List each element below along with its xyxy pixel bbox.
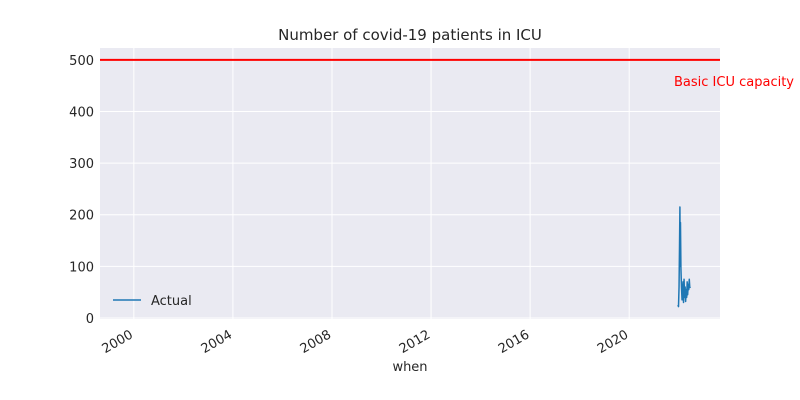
y-tick-label: 500 — [69, 54, 94, 69]
x-tick-label: 2008 — [298, 327, 334, 357]
series-line-0 — [677, 206, 691, 308]
chart-title: Number of covid-19 patients in ICU — [278, 26, 542, 44]
plot-area — [100, 48, 720, 319]
y-tick-label: 0 — [86, 312, 94, 327]
series-layer — [677, 206, 691, 308]
y-tick-label: 100 — [69, 260, 94, 275]
x-axis-label: when — [392, 360, 427, 375]
threshold-layer: Basic ICU capacity — [100, 58, 794, 90]
x-tick-label: 2020 — [595, 327, 631, 357]
x-tick-label: 2012 — [397, 327, 433, 357]
x-tick-label: 2000 — [100, 327, 136, 357]
x-tick-label: 2004 — [199, 327, 235, 357]
legend-label: Actual — [151, 294, 192, 309]
threshold-label: Basic ICU capacity — [674, 75, 794, 90]
y-tick-label: 300 — [69, 157, 94, 172]
x-gridlines — [133, 48, 630, 319]
y-tick-labels: 0 100 200 300 400 500 — [69, 54, 94, 327]
y-tick-label: 400 — [69, 105, 94, 120]
x-tick-label: 2016 — [496, 327, 532, 357]
legend: Actual — [113, 294, 192, 309]
x-tick-labels: 2000 2004 2008 2012 2016 2020 — [100, 327, 632, 357]
y-tick-label: 200 — [69, 209, 94, 224]
